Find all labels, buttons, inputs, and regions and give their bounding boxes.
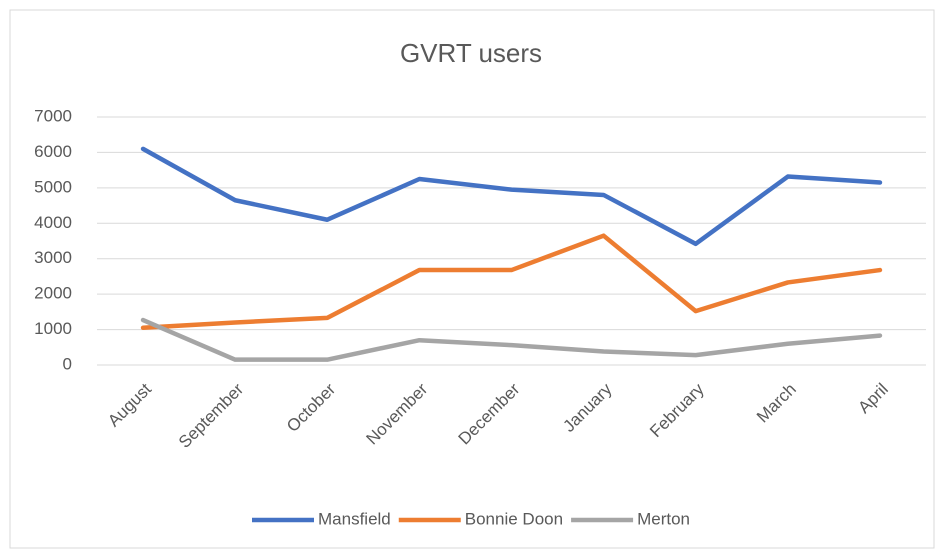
y-tick-label: 4000 [34,213,72,232]
y-tick-label: 0 [63,354,72,373]
chart-title: GVRT users [400,38,542,68]
y-tick-label: 1000 [34,319,72,338]
legend-label: Mansfield [318,509,391,528]
series-line [140,317,883,362]
y-tick-label: 7000 [34,106,72,125]
y-tick-label: 2000 [34,284,72,303]
series-line [140,233,883,331]
y-tick-label: 6000 [34,142,72,161]
legend-label: Bonnie Doon [465,509,563,528]
chart-border [9,9,935,549]
legend-label: Merton [637,509,690,528]
y-tick-label: 3000 [34,248,72,267]
series-line [140,146,883,247]
y-tick-label: 5000 [34,177,72,196]
